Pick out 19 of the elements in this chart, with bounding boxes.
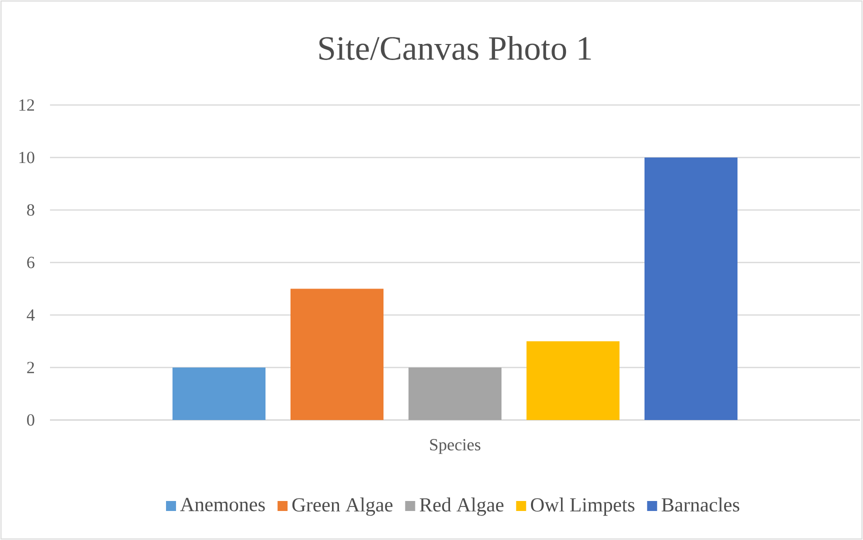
bar xyxy=(526,341,620,420)
bar xyxy=(644,157,738,420)
legend-label: Barnacles xyxy=(662,498,740,512)
y-tick-label: 4 xyxy=(26,309,35,321)
legend-label: Owl Limpets xyxy=(530,498,634,516)
x-tick-label: Species xyxy=(430,439,480,454)
y-tick-label: 0 xyxy=(27,414,34,426)
bar xyxy=(290,288,384,420)
legend-label: Green Algae xyxy=(292,498,392,516)
y-tick-label: 8 xyxy=(27,204,34,216)
y-tick-label: 10 xyxy=(19,152,34,164)
legend-label: Red Algae xyxy=(420,498,504,516)
bar xyxy=(408,367,502,420)
y-tick-label: 2 xyxy=(27,362,34,374)
y-tick-label: 6 xyxy=(27,256,34,268)
bar xyxy=(172,367,266,420)
y-tick-label: 12 xyxy=(19,99,34,111)
legend-label: Anemones xyxy=(180,498,265,512)
chart-title: Site/Canvas Photo 1 xyxy=(319,36,591,60)
